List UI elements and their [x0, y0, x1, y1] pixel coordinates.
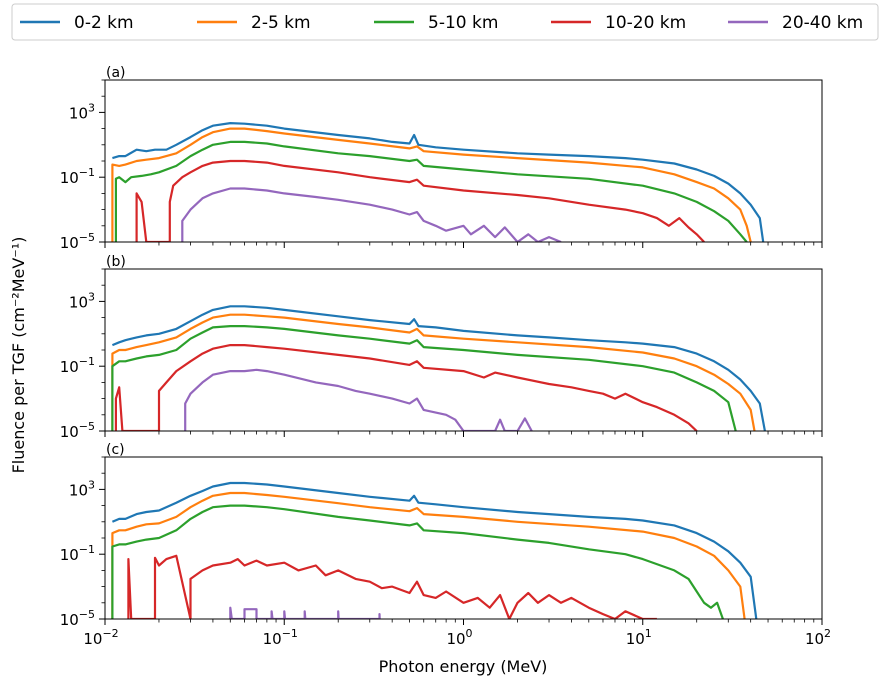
- y-tick-label: 10−5: [60, 608, 95, 629]
- series-line-2: [111, 325, 737, 431]
- x-tick-labels: 10−2 10−1 100 101 102: [83, 627, 831, 648]
- y-tick-label: 10−5: [60, 231, 95, 252]
- series-line-3: [127, 554, 657, 619]
- legend-label: 2-5 km: [251, 13, 311, 33]
- legend-entry-0: 0-2 km: [20, 13, 134, 33]
- y-tick-label: 103: [69, 478, 95, 499]
- series-line-4: [184, 368, 533, 431]
- series-line-1: [111, 313, 756, 431]
- panel-label: (b): [106, 254, 126, 270]
- y-axis-label: Fluence per TGF (cm⁻²MeV⁻¹): [9, 237, 28, 474]
- legend: 0-2 km 2-5 km 5-10 km 10-20 km 20-40 km: [11, 3, 879, 41]
- axes-frame: [104, 79, 823, 243]
- series-line-4: [229, 606, 381, 619]
- series-line-2: [114, 140, 748, 242]
- panels: (a)10−510−1103(b)10−510−1103(c)10−510−11…: [60, 65, 831, 648]
- legend-label: 5-10 km: [428, 13, 498, 33]
- panel-2: (b) 10−5 10−1 103: [60, 254, 823, 441]
- series-line-2: [111, 504, 724, 619]
- legend-frame: [11, 3, 879, 41]
- x-tick-label: 102: [805, 627, 831, 648]
- legend-entry-4: 20-40 km: [728, 13, 863, 33]
- series-line-0: [111, 481, 758, 619]
- series-line-3: [114, 344, 698, 431]
- x-tick-label: 10−1: [263, 627, 298, 648]
- legend-entry-2: 5-10 km: [374, 13, 498, 33]
- panel-3: (c) 10−5 10−1 103: [60, 442, 823, 629]
- y-tick-label: 103: [69, 101, 95, 122]
- series-line-1: [111, 491, 746, 619]
- series-group: [111, 305, 766, 431]
- series-line-4: [181, 187, 562, 242]
- legend-label: 0-2 km: [74, 13, 134, 33]
- series-line-3: [135, 159, 705, 242]
- x-tick-label: 101: [626, 627, 652, 648]
- y-tick-label: 103: [69, 290, 95, 311]
- y-tick-label: 10−1: [60, 355, 95, 376]
- legend-label: 10-20 km: [605, 13, 686, 33]
- x-axis-label: Photon energy (MeV): [379, 657, 548, 676]
- series-group: [111, 122, 765, 242]
- panel-label: (c): [106, 442, 125, 458]
- y-tick-label: 10−5: [60, 420, 95, 441]
- series-line-1: [111, 127, 752, 242]
- series-group: [111, 481, 758, 619]
- y-tick-label: 10−1: [60, 166, 95, 187]
- series-line-0: [111, 305, 766, 431]
- series-line-0: [112, 122, 765, 242]
- legend-entry-3: 10-20 km: [551, 13, 686, 33]
- y-tick-label: 10−1: [60, 543, 95, 564]
- x-tick-label: 10−2: [83, 627, 118, 648]
- panel-label: (a): [106, 65, 126, 81]
- legend-entry-1: 2-5 km: [197, 13, 311, 33]
- axes-frame: [104, 456, 823, 620]
- legend-label: 20-40 km: [782, 13, 863, 33]
- x-tick-label: 100: [446, 627, 472, 648]
- panel-1: (a) 10−5 10−1 103: [60, 65, 823, 252]
